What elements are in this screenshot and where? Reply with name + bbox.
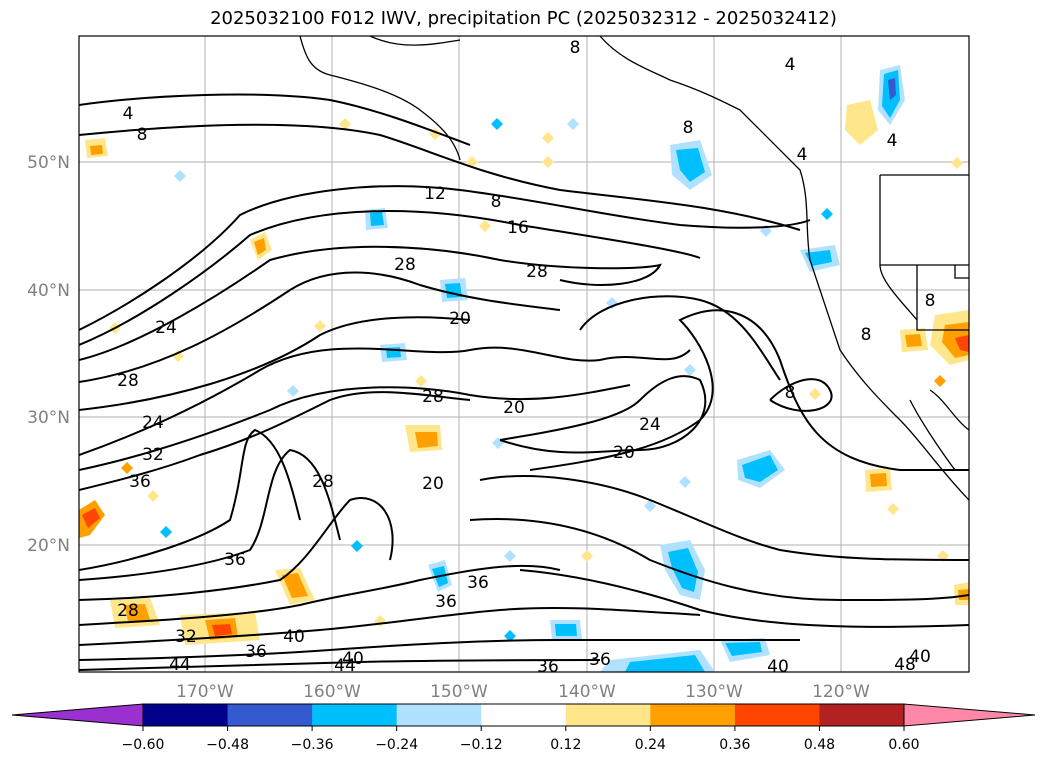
colorbar-segment	[396, 704, 482, 726]
contour-label: 36	[435, 592, 457, 612]
contour-label: 4	[123, 104, 134, 124]
map-border	[78, 35, 970, 673]
contour-label: 36	[537, 657, 559, 677]
lat-label-50n: 50°N	[27, 153, 70, 173]
contour-label: 8	[861, 325, 872, 345]
colorbar-segment	[143, 704, 229, 726]
contour-labels: 4 8 8 12 8 16 28 28 20 24 28 28 20 24 20…	[117, 38, 936, 677]
contour-label: 16	[507, 218, 529, 238]
contour-label: 8	[570, 38, 581, 58]
colorbar-tick-label: −0.24	[375, 737, 418, 753]
colorbar-tick-label: −0.60	[122, 737, 165, 753]
contour-label: 48	[894, 655, 916, 675]
contour-label: 8	[925, 291, 936, 311]
contour-label: 40	[283, 627, 305, 647]
contour-label: 36	[129, 472, 151, 492]
map-plot-area	[79, 36, 969, 672]
contour-label: 20	[613, 443, 635, 463]
precipitation-specks	[109, 118, 963, 642]
contour-label: 28	[312, 472, 334, 492]
contour-label: 8	[683, 118, 694, 138]
lon-label-140w: 140°W	[558, 682, 616, 702]
contour-label: 28	[394, 255, 416, 275]
colorbar-segment	[650, 704, 736, 726]
map-title: 2025032100 F012 IWV, precipitation PC (2…	[210, 8, 837, 29]
contour-label: 4	[797, 145, 808, 165]
colorbar-segment	[819, 704, 905, 726]
graticule	[79, 36, 969, 672]
colorbar-segment	[312, 704, 398, 726]
colorbar-tick-label: −0.12	[460, 737, 503, 753]
contour-label: 12	[424, 184, 446, 204]
colorbar-frame	[142, 703, 905, 727]
lat-label-20n: 20°N	[27, 536, 70, 556]
contour-label: 32	[142, 445, 164, 465]
lon-label-150w: 150°W	[430, 682, 488, 702]
contour-label: 28	[117, 371, 139, 391]
colorbar-tick-label: −0.48	[206, 737, 249, 753]
coastlines	[299, 36, 969, 501]
lon-label-170w: 170°W	[176, 682, 234, 702]
colorbar-segment	[481, 704, 567, 726]
colorbar-segment	[565, 704, 651, 726]
colorbar-tick-label: 0.60	[888, 737, 919, 753]
colorbar-segment	[227, 704, 313, 726]
lat-label-30n: 30°N	[27, 408, 70, 428]
contour-label: 20	[449, 309, 471, 329]
contour-label: 28	[117, 601, 139, 621]
contour-label: 20	[422, 474, 444, 494]
contour-label: 28	[526, 262, 548, 282]
contour-label: 24	[639, 415, 661, 435]
contour-label: 24	[142, 413, 164, 433]
contour-label: 8	[137, 125, 148, 145]
contour-label: 44	[169, 655, 191, 675]
longitude-labels: 170°W 160°W 150°W 140°W 130°W 120°W	[176, 682, 870, 702]
lon-label-160w: 160°W	[303, 682, 361, 702]
colorbar-tick-label: −0.36	[291, 737, 334, 753]
colorbar-segment	[734, 704, 820, 726]
contour-label: 36	[245, 642, 267, 662]
precipitation-shading	[79, 65, 969, 672]
contour-label: 44	[334, 656, 356, 676]
contour-label: 20	[503, 398, 525, 418]
contour-label: 24	[155, 318, 177, 338]
latitude-labels: 50°N 40°N 30°N 20°N	[27, 153, 70, 556]
contour-label: 36	[224, 550, 246, 570]
colorbar-tick-label: 0.36	[719, 737, 750, 753]
contour-label: 32	[175, 627, 197, 647]
colorbar-tick-label: 0.24	[635, 737, 666, 753]
colorbar-tick-label: 0.48	[804, 737, 835, 753]
contour-label: 4	[887, 131, 898, 151]
contour-label: 40	[767, 657, 789, 677]
contour-label: 4	[785, 55, 796, 75]
iwv-contours	[79, 93, 969, 671]
lon-label-120w: 120°W	[812, 682, 870, 702]
contour-label: 28	[422, 387, 444, 407]
lat-label-40n: 40°N	[27, 281, 70, 301]
colorbar: −0.60 −0.48 −0.36 −0.24 −0.12 0.12 0.24 0.36 0.4…	[11, 703, 1036, 753]
lon-label-130w: 130°W	[685, 682, 743, 702]
contour-label: 8	[491, 192, 502, 212]
contour-label: 8	[785, 383, 796, 403]
contour-label: 40	[342, 649, 364, 669]
colorbar-over-arrow	[903, 703, 1036, 727]
colorbar-under-arrow	[11, 703, 144, 727]
contour-label: 36	[467, 573, 489, 593]
contour-label: 36	[589, 650, 611, 670]
contour-label: 40	[909, 647, 931, 667]
colorbar-tick-label: 0.12	[550, 737, 581, 753]
